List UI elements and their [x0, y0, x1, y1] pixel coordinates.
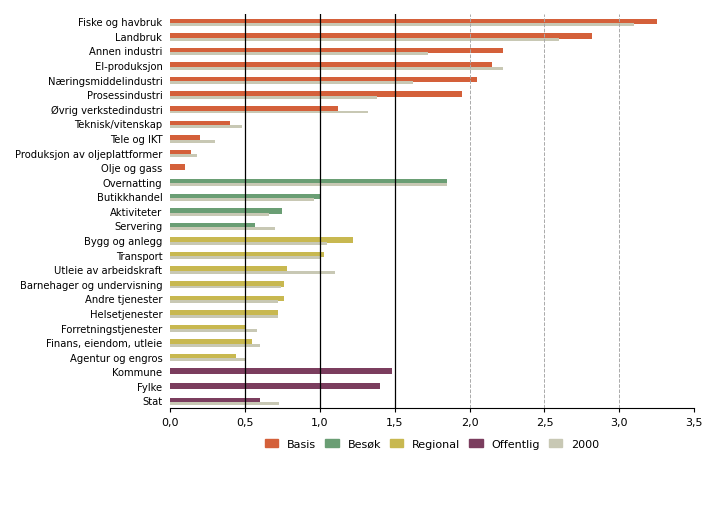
Bar — [170, 325, 245, 331]
Bar — [170, 286, 281, 289]
Bar — [170, 300, 278, 303]
Bar — [170, 257, 320, 260]
Bar — [170, 97, 377, 100]
Bar — [170, 151, 191, 156]
Bar — [170, 136, 200, 142]
Bar — [170, 267, 287, 272]
Bar — [170, 126, 242, 129]
Bar — [170, 92, 462, 98]
Bar — [170, 194, 320, 200]
Legend: Basis, Besøk, Regional, Offentlig, 2000: Basis, Besøk, Regional, Offentlig, 2000 — [261, 435, 604, 454]
Bar — [170, 369, 392, 374]
Bar — [170, 223, 256, 229]
Bar — [170, 140, 215, 144]
Bar — [170, 359, 245, 361]
Bar — [170, 209, 282, 214]
Bar — [170, 228, 275, 231]
Bar — [170, 281, 284, 287]
Bar — [170, 165, 185, 171]
Bar — [170, 271, 335, 274]
Bar — [170, 252, 325, 258]
Bar — [170, 310, 278, 316]
Bar — [170, 24, 634, 27]
Bar — [170, 383, 380, 389]
Bar — [170, 180, 447, 185]
Bar — [170, 68, 503, 71]
Bar — [170, 121, 230, 127]
Bar — [170, 107, 337, 112]
Bar — [170, 213, 269, 216]
Bar — [170, 78, 477, 83]
Bar — [170, 403, 279, 405]
Bar — [170, 53, 428, 56]
Bar — [170, 82, 413, 85]
Bar — [170, 344, 260, 347]
Bar — [170, 330, 257, 332]
Bar — [170, 48, 503, 54]
Bar — [170, 63, 492, 69]
Bar — [170, 34, 592, 40]
Bar — [170, 199, 314, 202]
Bar — [170, 19, 657, 25]
Bar — [170, 111, 368, 114]
Bar — [170, 155, 197, 158]
Bar — [170, 242, 327, 245]
Bar — [170, 354, 236, 360]
Bar — [170, 398, 260, 404]
Bar — [170, 184, 447, 187]
Bar — [170, 340, 253, 345]
Bar — [170, 315, 278, 318]
Bar — [170, 238, 353, 243]
Bar — [170, 39, 559, 41]
Bar — [170, 296, 284, 301]
